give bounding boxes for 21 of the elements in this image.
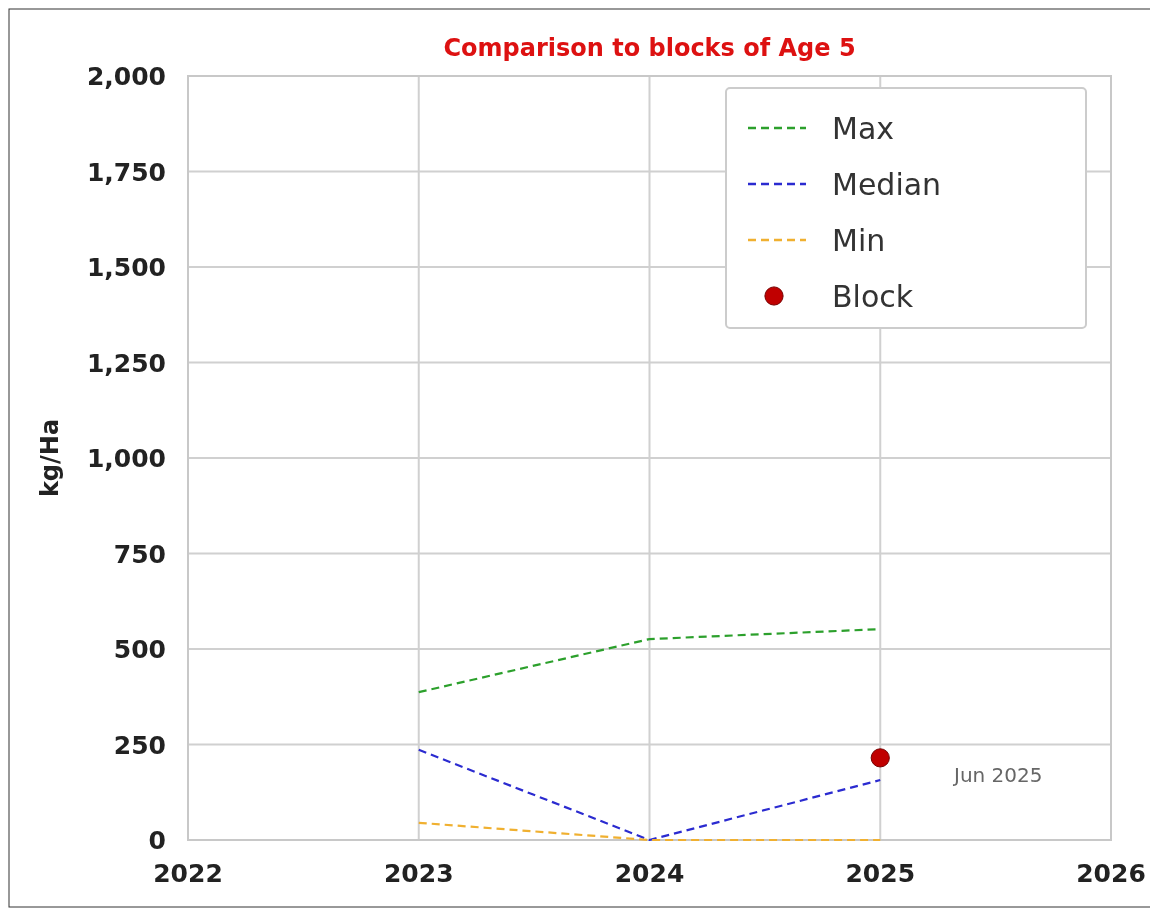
y-tick-label: 250 — [113, 730, 166, 760]
x-tick-label: 2026 — [1076, 859, 1146, 888]
x-tick-label: 2025 — [845, 859, 916, 888]
y-tick-label: 1,250 — [86, 348, 166, 378]
y-tick-label: 2,000 — [86, 62, 166, 91]
y-tick-label: 500 — [113, 635, 166, 664]
y-tick-label: 0 — [148, 826, 166, 855]
y-axis-title: kg/Ha — [36, 418, 64, 498]
legend-label: Min — [832, 223, 886, 258]
x-tick-label: 2022 — [153, 859, 223, 888]
y-tick-label: 1,750 — [86, 157, 166, 187]
y-tick-label: 750 — [113, 539, 166, 569]
x-tick-label: 2023 — [383, 859, 454, 888]
legend-label: Block — [832, 279, 914, 314]
legend-label: Median — [832, 167, 942, 202]
y-tick-label: 1,500 — [86, 253, 166, 282]
annotation: Jun 2025 — [952, 763, 1043, 787]
x-tick-label: 2024 — [614, 859, 685, 888]
legend-label: Max — [832, 111, 895, 146]
chart-title: Comparison to blocks of Age 5 — [443, 34, 856, 62]
y-tick-label: 1,000 — [86, 444, 166, 473]
